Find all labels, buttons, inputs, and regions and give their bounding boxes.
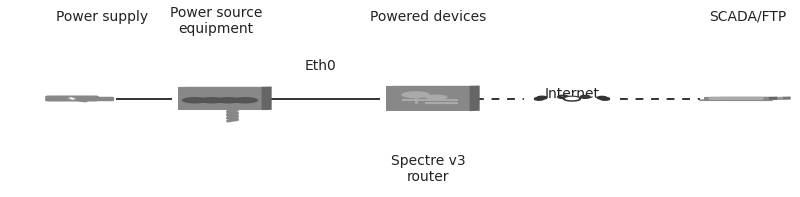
Polygon shape [178,87,262,110]
Circle shape [581,96,590,98]
Polygon shape [782,97,790,100]
Text: Internet: Internet [545,87,599,101]
Circle shape [232,97,258,103]
FancyBboxPatch shape [699,99,773,101]
Polygon shape [470,85,480,111]
Circle shape [601,98,609,100]
Circle shape [535,98,543,100]
Circle shape [401,91,430,98]
Polygon shape [769,97,778,100]
Polygon shape [386,86,470,111]
Circle shape [565,97,579,100]
Text: Power source
equipment: Power source equipment [170,6,262,36]
Polygon shape [66,97,78,100]
Circle shape [538,97,546,99]
Polygon shape [717,97,782,100]
Circle shape [558,96,568,98]
Circle shape [215,97,242,103]
Polygon shape [262,86,272,110]
FancyBboxPatch shape [45,96,99,101]
Circle shape [598,97,606,99]
Circle shape [198,97,225,103]
Circle shape [100,98,105,99]
Text: SCADA/FTP: SCADA/FTP [710,10,786,24]
Text: Powered devices: Powered devices [370,10,486,24]
Polygon shape [703,97,769,100]
FancyBboxPatch shape [709,97,763,100]
Text: Spectre v3
router: Spectre v3 router [390,154,466,184]
Text: Power supply: Power supply [56,10,148,24]
Text: Eth0: Eth0 [304,59,336,73]
Circle shape [425,95,447,100]
Polygon shape [178,86,272,87]
Polygon shape [386,85,480,86]
Circle shape [564,97,580,101]
Circle shape [182,97,208,103]
